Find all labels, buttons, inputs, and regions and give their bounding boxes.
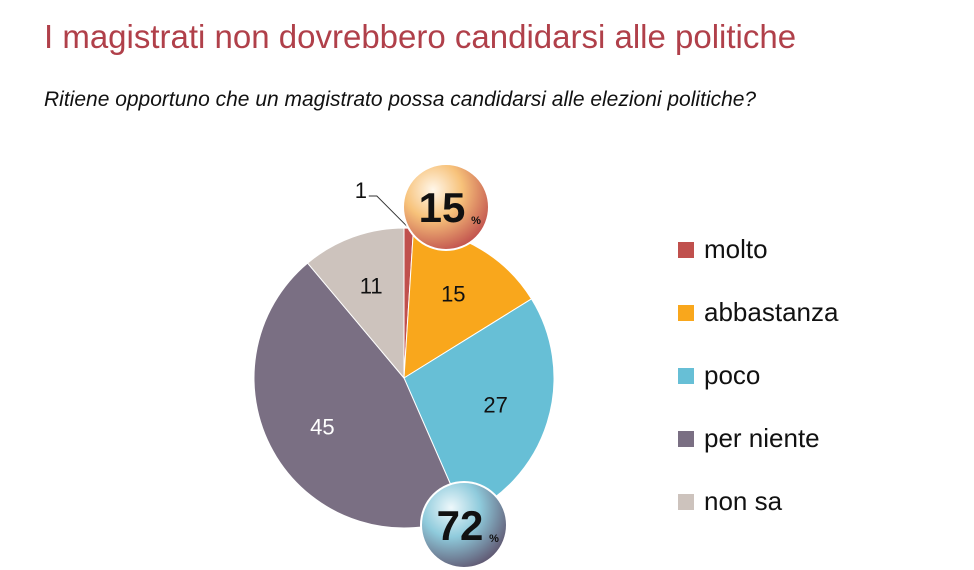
legend-label: non sa bbox=[704, 486, 783, 516]
data-label-per-niente: 45 bbox=[310, 414, 334, 439]
summary-badge-unit: % bbox=[471, 215, 481, 227]
leader-line-molto bbox=[368, 195, 410, 229]
legend-label: poco bbox=[704, 360, 761, 390]
legend-item-poco: poco bbox=[678, 344, 838, 407]
legend-label: molto bbox=[704, 234, 768, 264]
data-label-poco: 27 bbox=[483, 392, 507, 417]
legend-swatch bbox=[678, 493, 694, 510]
legend: molto abbastanza poco per niente non sa bbox=[678, 218, 838, 533]
chart-subtitle: Ritiene opportuno che un magistrato poss… bbox=[44, 88, 757, 111]
summary-badge-72 bbox=[420, 481, 508, 569]
summary-badge-unit: % bbox=[489, 533, 499, 545]
legend-label: per niente bbox=[704, 423, 820, 453]
chart-title: I magistrati non dovrebbero candidarsi a… bbox=[44, 18, 797, 55]
legend-swatch bbox=[678, 304, 694, 321]
legend-label: abbastanza bbox=[704, 297, 839, 327]
legend-swatch bbox=[678, 241, 694, 258]
data-label-non-sa: 11 bbox=[360, 274, 383, 299]
summary-badge-value: 15 bbox=[419, 184, 466, 231]
pie-slice-per-niente bbox=[253, 262, 465, 529]
legend-item-molto: molto bbox=[678, 218, 838, 281]
data-label-abbastanza: 15 bbox=[441, 281, 465, 306]
legend-item-abbastanza: abbastanza bbox=[678, 281, 838, 344]
legend-item-per-niente: per niente bbox=[678, 407, 838, 470]
summary-badge-value: 72 bbox=[437, 502, 484, 549]
data-label-molto: 1 bbox=[355, 178, 367, 203]
summary-badge-15 bbox=[402, 163, 490, 251]
pie-slice-non-sa bbox=[306, 227, 405, 380]
legend-item-non-sa: non sa bbox=[678, 470, 838, 533]
legend-swatch bbox=[678, 367, 694, 384]
legend-swatch bbox=[678, 430, 694, 447]
